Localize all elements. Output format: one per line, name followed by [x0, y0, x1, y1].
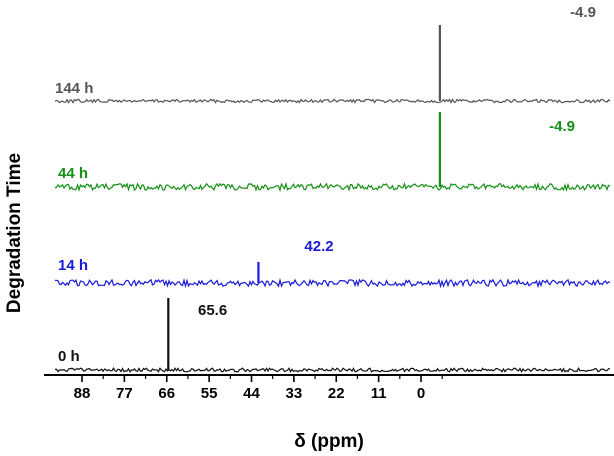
trace-0: [54, 98, 611, 104]
series-labels: 144 h 44 h 14 h 0 h: [55, 80, 93, 365]
peak-label-1: -4.9: [549, 118, 575, 135]
x-tick-label-4: 44: [243, 385, 260, 402]
spectrum-traces: [54, 98, 611, 374]
x-tick-label-0: 88: [74, 385, 91, 402]
x-tick-label-3: 55: [201, 385, 218, 402]
peak-markers: -4.9 -4.9 42.2 65.6: [167, 4, 596, 370]
trace-2: [55, 277, 611, 289]
x-tick-label-1: 77: [116, 385, 133, 402]
x-tick-label-2: 66: [158, 385, 175, 402]
series-label-0: 144 h: [55, 80, 93, 97]
x-tick-label-7: 11: [371, 385, 387, 402]
peak-label-3: 65.6: [198, 302, 227, 319]
series-label-1: 44 h: [58, 165, 88, 182]
x-tick-label-8: 0: [417, 385, 425, 402]
x-axis-title: δ (ppm): [294, 431, 364, 452]
y-axis-title: Degradation Time: [4, 153, 25, 313]
trace-3: [54, 366, 611, 374]
trace-1: [54, 181, 611, 193]
series-label-3: 0 h: [58, 348, 80, 365]
series-label-2: 14 h: [58, 257, 88, 274]
x-tick-label-6: 22: [328, 385, 345, 402]
x-axis-ticks: 88 77 66 55 44 33 22 11 0: [74, 375, 443, 402]
peak-label-2: 42.2: [304, 238, 333, 255]
x-tick-label-5: 33: [286, 385, 303, 402]
peak-label-0: -4.9: [570, 4, 596, 21]
